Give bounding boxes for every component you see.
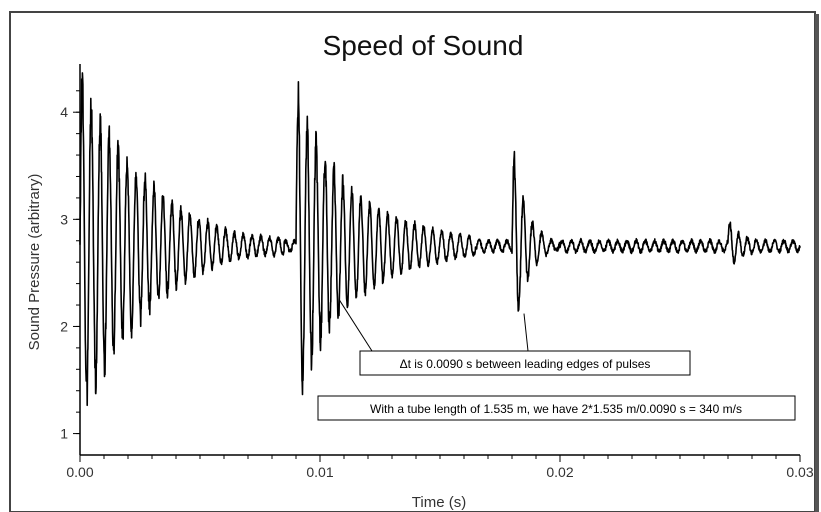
outer-border <box>9 11 816 512</box>
shadow-right <box>815 14 819 512</box>
annotation-text-2: With a tube length of 1.535 m, we have 2… <box>370 402 742 416</box>
x-axis-label: Time (s) <box>412 494 466 511</box>
x-tick-label: 0.01 <box>306 464 333 480</box>
annotation-pointer-2 <box>523 313 529 352</box>
chart-title: Speed of Sound <box>323 30 524 61</box>
annotation-text-1: Δt is 0.0090 s between leading edges of … <box>400 357 651 371</box>
x-ticks: 0.00 0.01 0.02 0.03 <box>66 455 814 480</box>
y-axis-label: Sound Pressure (arbitrary) <box>26 174 43 351</box>
x-tick-label: 0.03 <box>786 464 813 480</box>
annotation-pointer-1 <box>338 299 373 352</box>
x-tick-label: 0.02 <box>546 464 573 480</box>
y-tick-label: 1 <box>60 426 68 442</box>
sound-pressure-trace <box>79 72 801 407</box>
y-ticks: 1 2 3 4 <box>60 90 80 442</box>
annotation-box-1 <box>359 350 691 376</box>
y-tick-label: 3 <box>60 211 68 227</box>
x-tick-label: 0.00 <box>66 464 93 480</box>
y-tick-label: 2 <box>60 318 68 334</box>
y-tick-label: 4 <box>60 104 68 120</box>
annotation-box-2 <box>317 395 796 421</box>
